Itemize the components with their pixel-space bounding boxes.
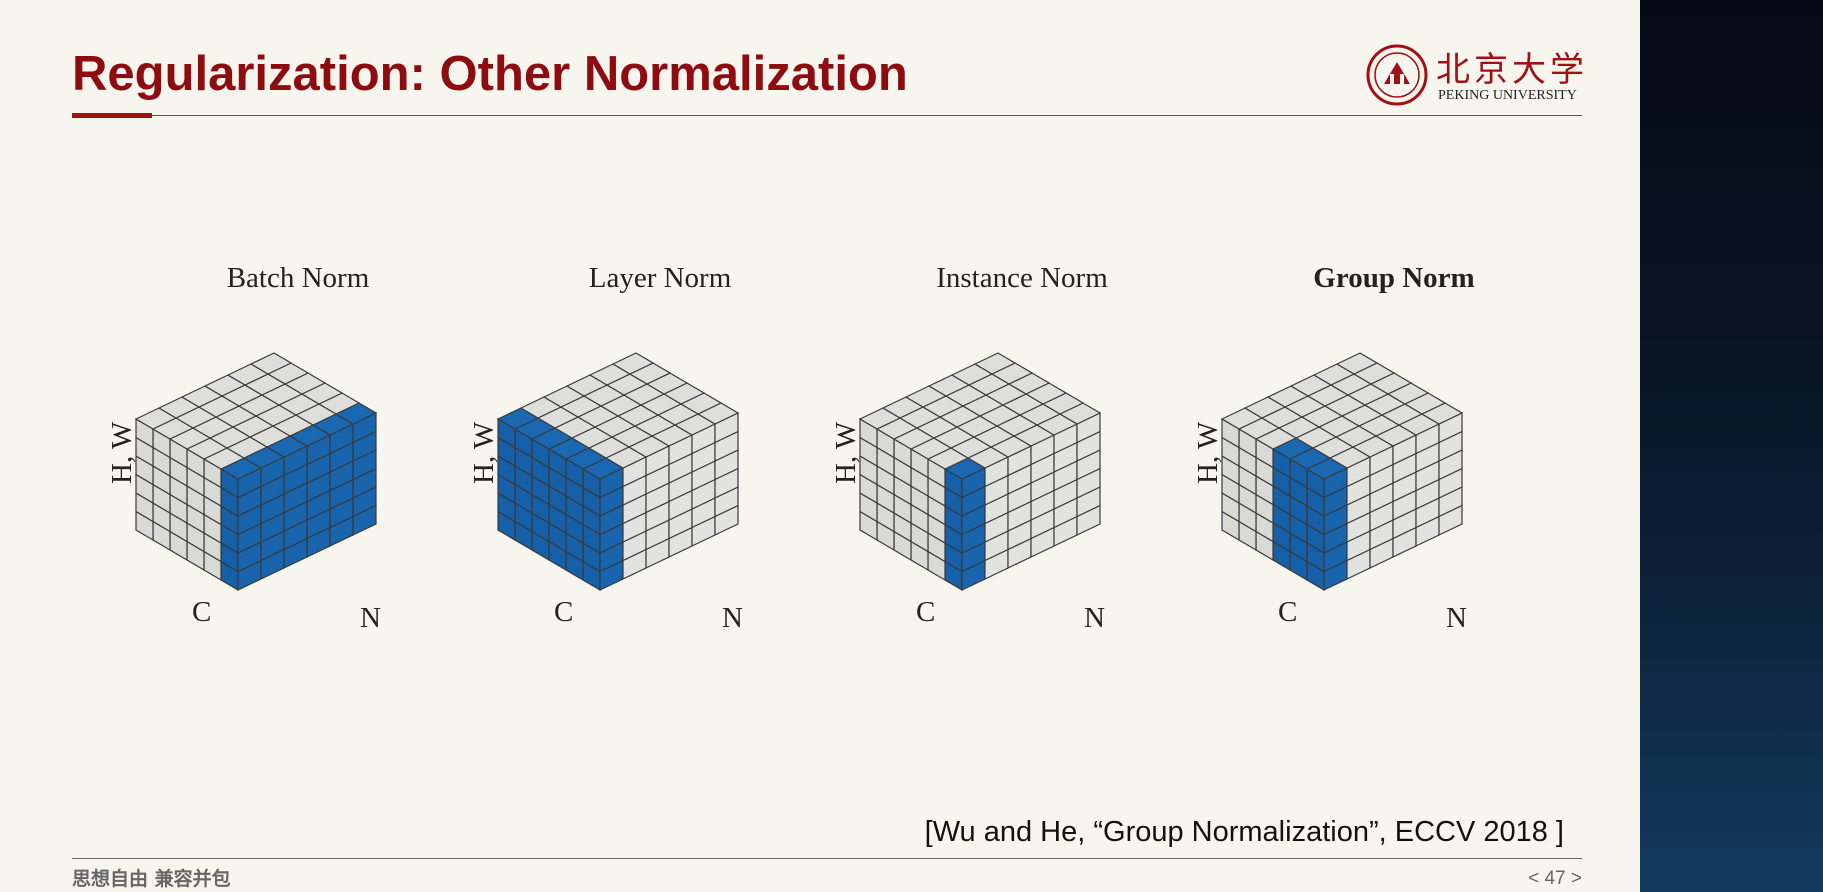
university-logo: 北京大学 PEKING UNIVERSITY <box>1366 42 1586 108</box>
instance-norm-hw-axis: H, W <box>830 421 862 484</box>
page-number-value: 47 <box>1544 868 1566 889</box>
university-seal-icon <box>1366 44 1428 106</box>
group-norm-n-axis: N <box>1446 602 1467 634</box>
layer-norm-label: Layer Norm <box>588 262 732 294</box>
page-number: < 47 > <box>1528 868 1582 889</box>
batch-norm-hw-axis: H, W <box>106 421 138 484</box>
logo-chinese-name: 北京大学 <box>1436 50 1588 90</box>
title-accent-bar <box>72 113 152 118</box>
group-norm-c-axis: C <box>1278 596 1298 628</box>
footer-motto: 思想自由 兼容并包 <box>72 868 231 890</box>
batch-norm-n-axis: N <box>360 602 381 634</box>
lecture-slide: Regularization: Other Normalization 北京大学… <box>0 0 1640 892</box>
presenter-background <box>1640 0 1823 892</box>
instance-norm-n-axis: N <box>1084 602 1105 634</box>
title-divider <box>72 115 1582 116</box>
slide-title: Regularization: Other Normalization <box>72 47 908 101</box>
group-norm-hw-axis: H, W <box>1192 421 1224 484</box>
instance-norm-label: Instance Norm <box>936 262 1108 294</box>
batch-norm-c-axis: C <box>192 596 212 628</box>
cube-top-cell <box>611 352 655 375</box>
cube-top-cell <box>1335 352 1379 375</box>
logo-english-name: PEKING UNIVERSITY <box>1438 88 1577 103</box>
layer-norm-n-axis: N <box>722 602 743 634</box>
layer-norm-hw-axis: H, W <box>468 421 500 484</box>
footer-divider <box>72 858 1582 859</box>
cube-top-cell <box>973 352 1017 375</box>
cube-top-cell <box>249 352 293 375</box>
citation: [Wu and He, “Group Normalization”, ECCV … <box>924 816 1564 848</box>
batch-norm-label: Batch Norm <box>226 262 370 294</box>
normalization-cubes-figure <box>134 352 1464 592</box>
instance-norm-c-axis: C <box>916 596 936 628</box>
layer-norm-c-axis: C <box>554 596 574 628</box>
group-norm-label: Group Norm <box>1313 262 1475 294</box>
